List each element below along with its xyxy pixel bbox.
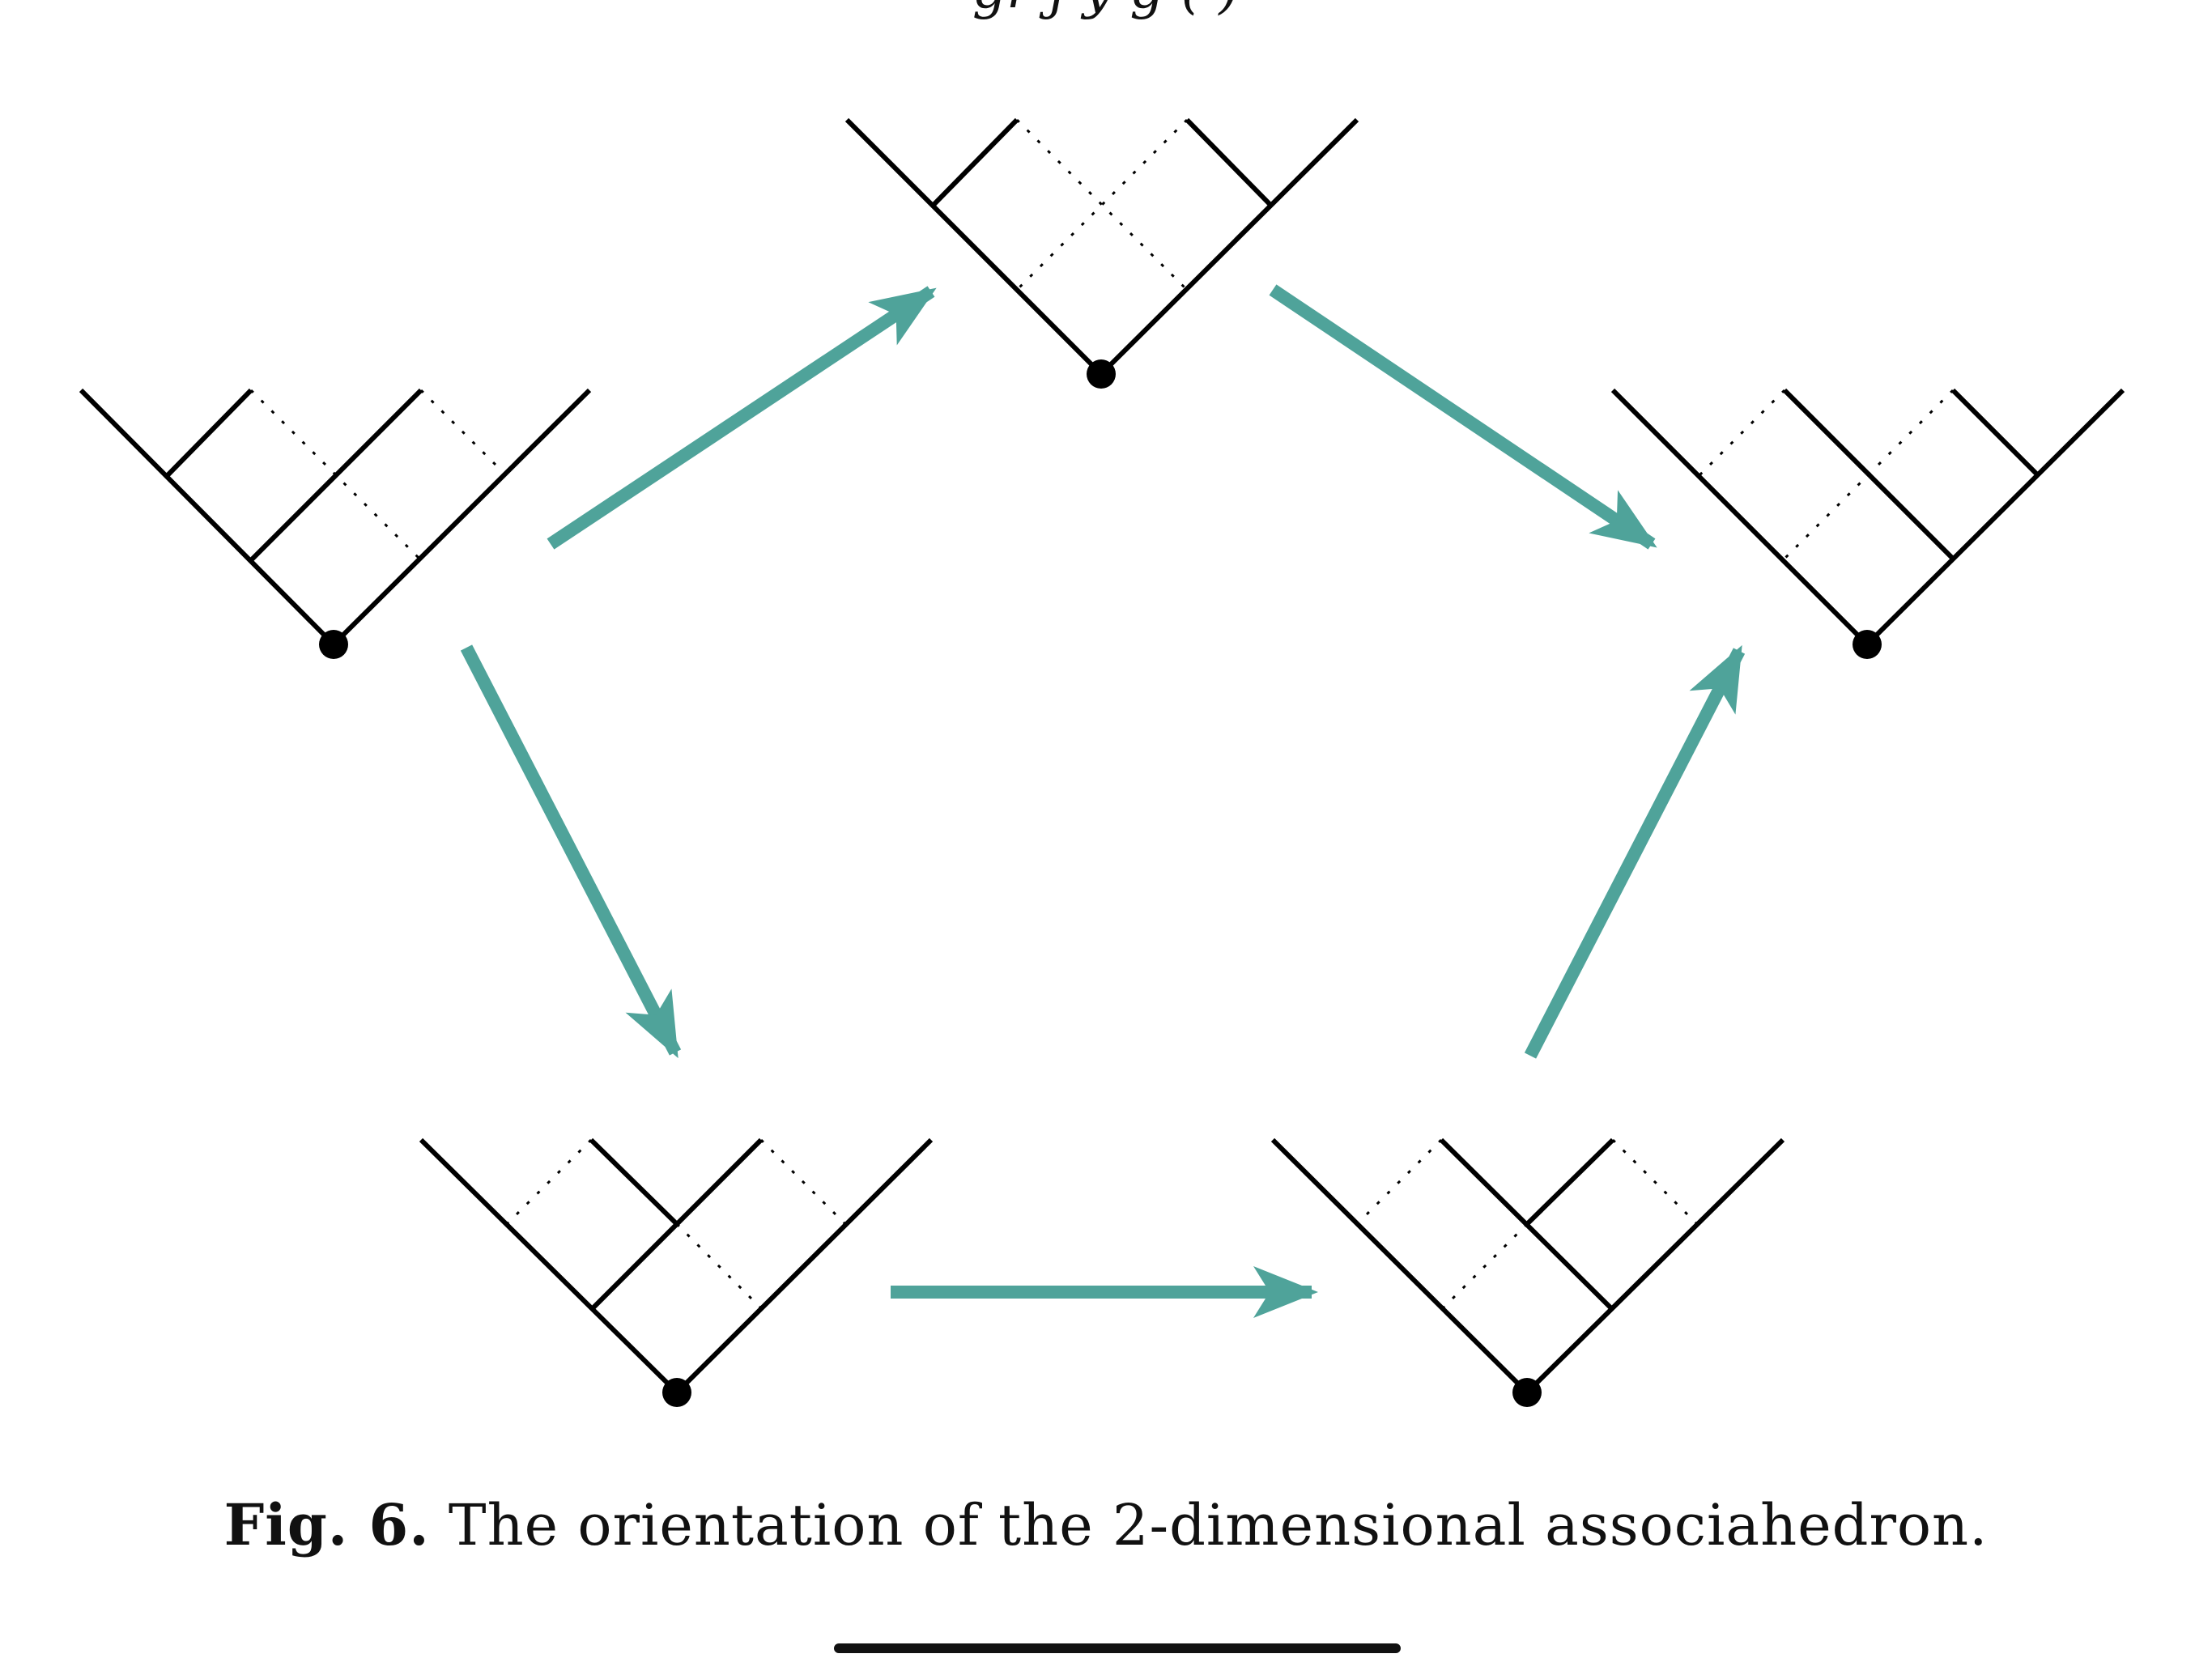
arrow-bottom-right-to-right bbox=[1524, 644, 1746, 1059]
tree-right bbox=[1610, 388, 2125, 659]
arrow-left-to-bottom-left bbox=[460, 644, 682, 1059]
tree-right-root-dot bbox=[1853, 630, 1882, 659]
home-indicator-bar[interactable] bbox=[834, 1643, 1401, 1653]
figure-caption-text: The orientation of the 2-dimensional ass… bbox=[448, 1492, 1989, 1558]
running-header-cutoff: gr j y g ( ) bbox=[0, 0, 2212, 20]
figure-caption: Fig. 6. The orientation of the 2-dimensi… bbox=[0, 1491, 2212, 1558]
figure-label: Fig. 6. bbox=[223, 1491, 430, 1558]
tree-bottom-right-root-dot bbox=[1512, 1378, 1542, 1407]
tree-left-root-dot bbox=[319, 630, 348, 659]
arrow-top-to-right bbox=[1269, 284, 1657, 550]
tree-bottom-left-root-dot bbox=[662, 1378, 691, 1407]
tree-top-root-dot bbox=[1087, 359, 1116, 389]
tree-bottom-left bbox=[419, 1137, 934, 1407]
tree-top bbox=[844, 117, 1359, 389]
tree-bottom-right bbox=[1270, 1137, 1785, 1407]
tree-left bbox=[79, 388, 592, 659]
arrow-left-to-top bbox=[547, 286, 937, 550]
